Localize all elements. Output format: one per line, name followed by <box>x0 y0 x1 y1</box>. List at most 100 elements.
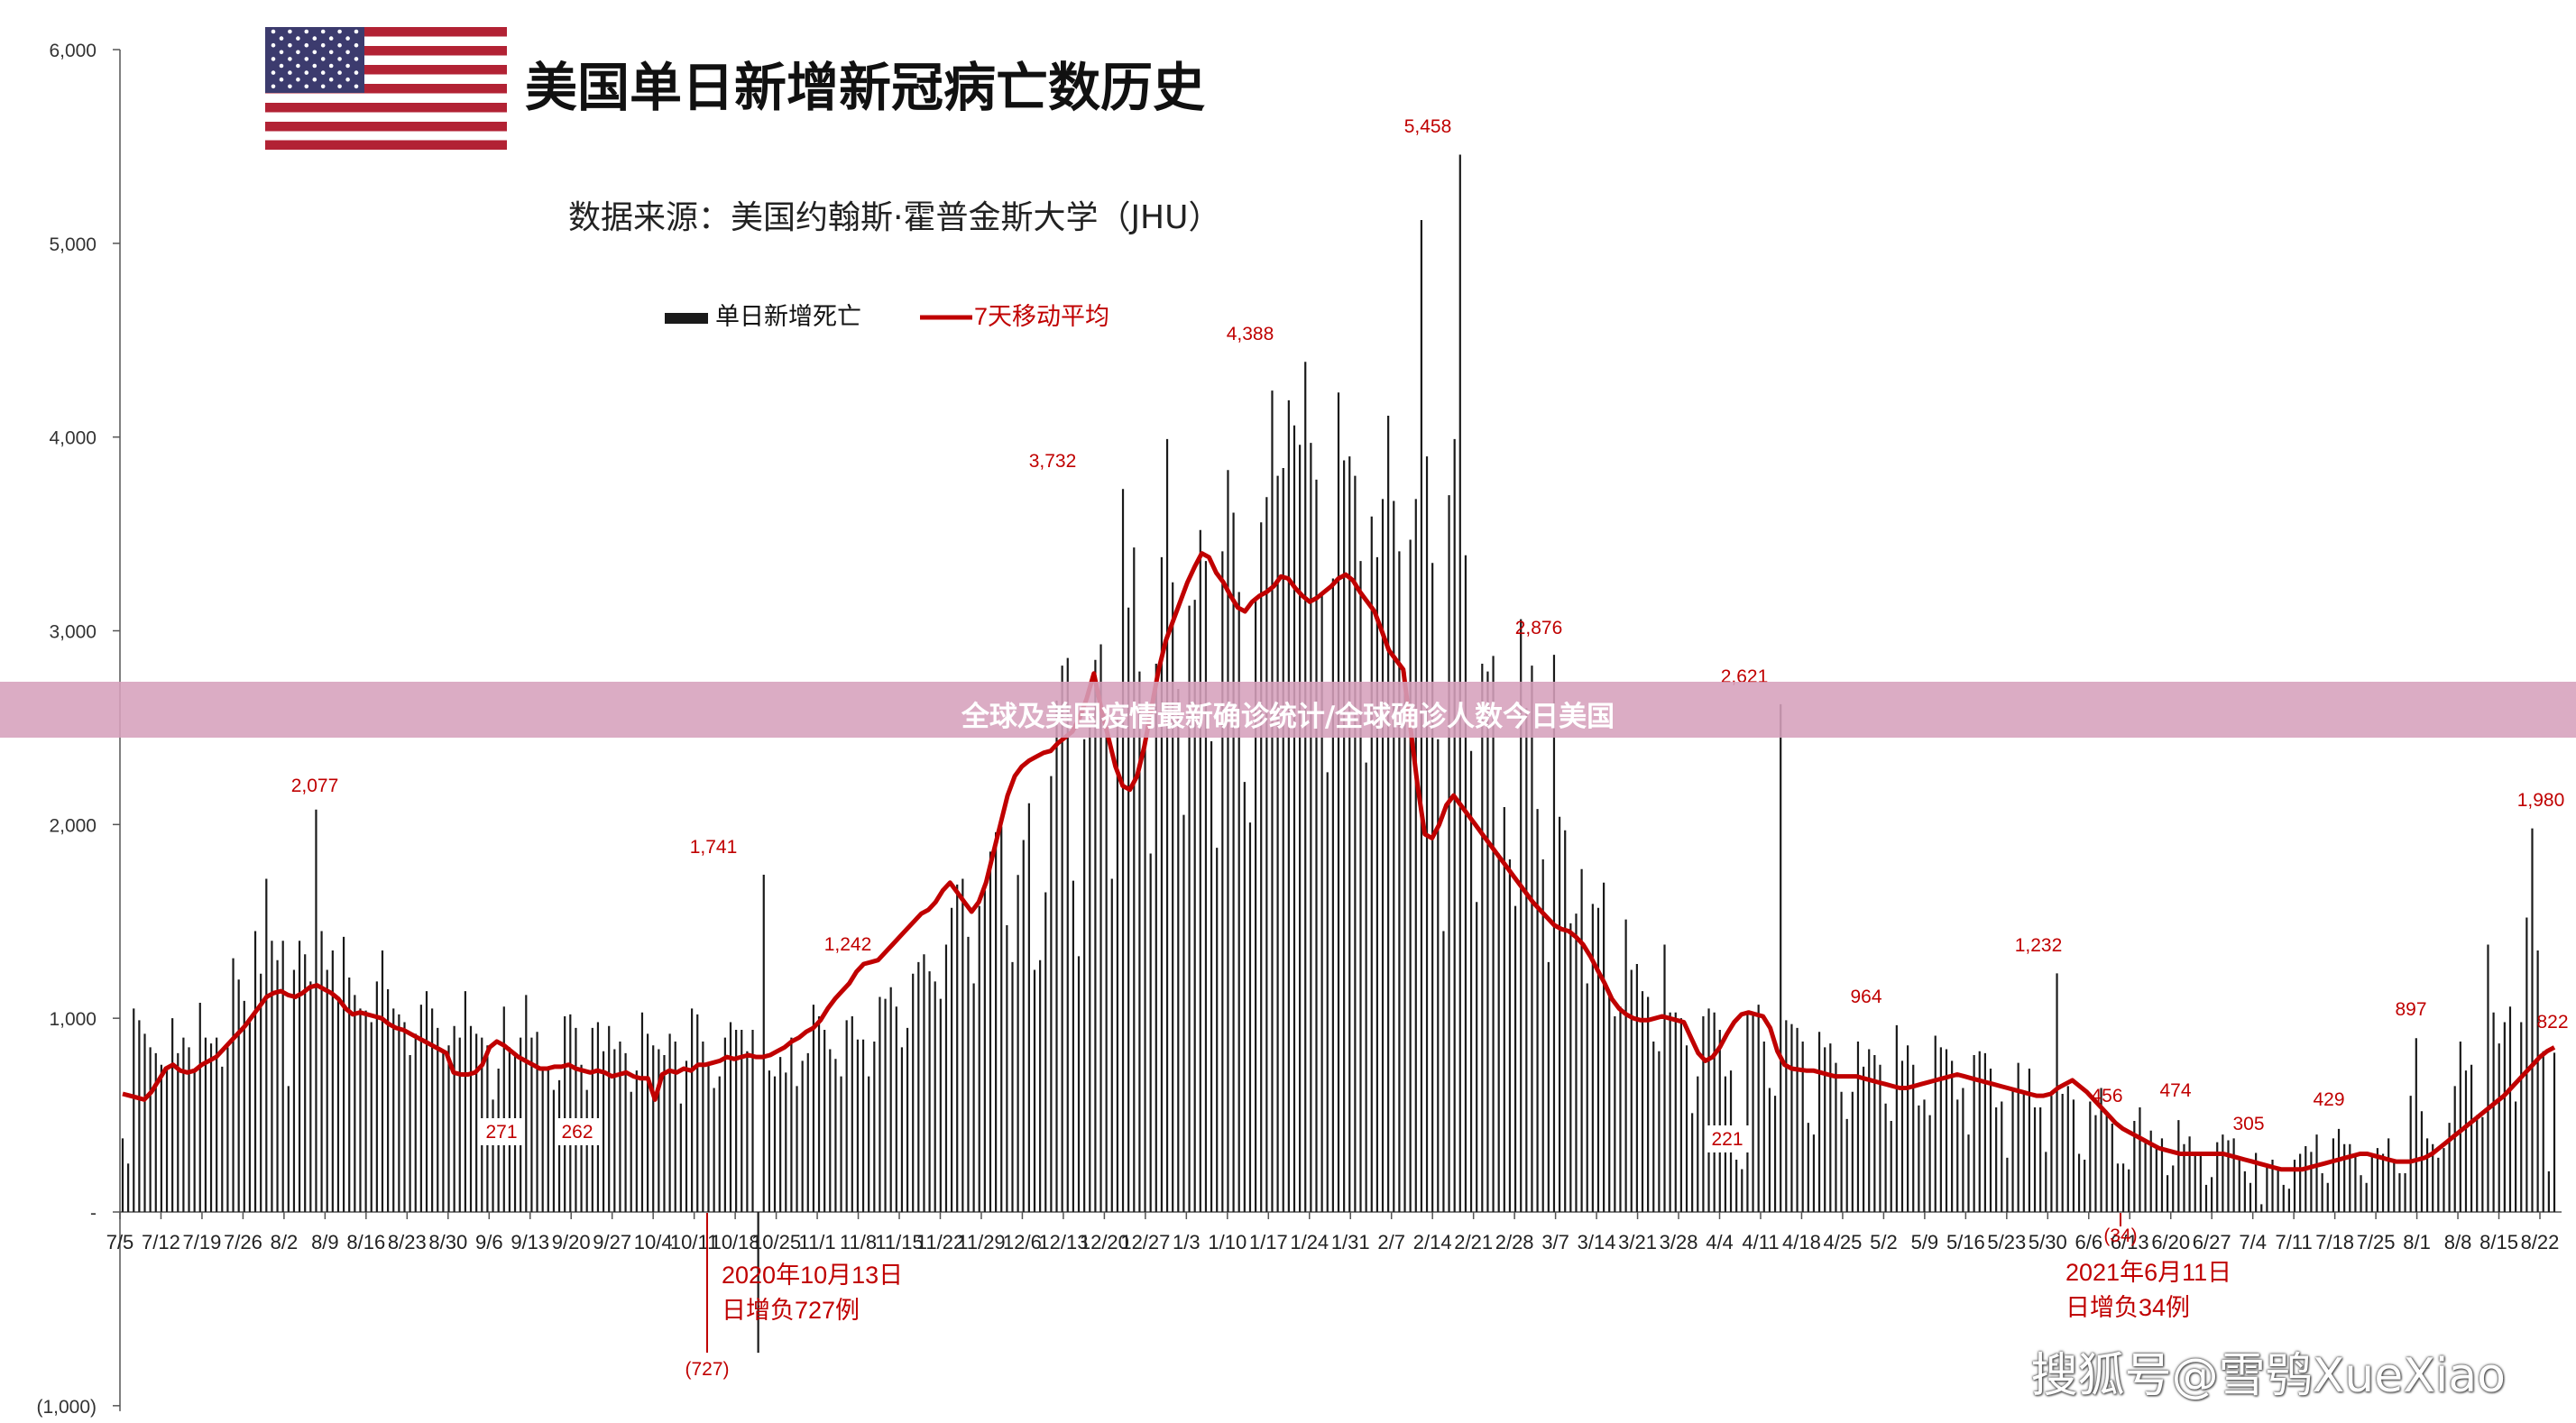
y-tick-label: 3,000 <box>49 622 97 643</box>
annotation-note: 日增负727例 <box>722 1297 860 1324</box>
peak-value-label: 221 <box>1711 1129 1743 1150</box>
x-tick-label: 5/2 <box>1870 1231 1898 1253</box>
x-tick-label: 1/10 <box>1208 1231 1247 1253</box>
peak-value-label: 1,232 <box>2015 935 2063 956</box>
x-tick-label: 8/1 <box>2403 1231 2431 1253</box>
y-tick-label: (1,000) <box>36 1397 97 1418</box>
y-tick-label: 4,000 <box>49 428 97 449</box>
x-tick-label: 5/30 <box>2029 1231 2067 1253</box>
x-tick-label: 10/11 <box>670 1231 718 1253</box>
y-tick-label: 6,000 <box>49 41 97 61</box>
x-tick-label: 8/2 <box>271 1231 299 1253</box>
peak-value-label: 3,732 <box>1029 451 1077 472</box>
x-tick-label: 9/20 <box>552 1231 591 1253</box>
x-tick-label: 7/12 <box>142 1231 180 1253</box>
x-tick-label: 7/19 <box>183 1231 222 1253</box>
peak-value-label: 305 <box>2232 1114 2264 1134</box>
x-tick-label: 8/9 <box>311 1231 339 1253</box>
peak-value-label: 822 <box>2536 1012 2568 1033</box>
y-tick-label: 1,000 <box>49 1009 97 1030</box>
x-tick-label: 6/6 <box>2075 1231 2102 1253</box>
peak-value-label: (34) <box>2103 1226 2137 1246</box>
x-tick-label: 12/13 <box>1038 1231 1088 1253</box>
x-tick-label: 5/23 <box>1987 1231 2026 1253</box>
x-tick-label: 11/29 <box>957 1231 1005 1253</box>
x-tick-label: 2/14 <box>1413 1231 1452 1253</box>
x-tick-label: 9/13 <box>511 1231 549 1253</box>
y-tick-label: 5,000 <box>49 234 97 255</box>
x-tick-label: 8/30 <box>428 1231 467 1253</box>
x-tick-label: 6/27 <box>2193 1231 2231 1253</box>
peak-value-label: 897 <box>2395 999 2426 1020</box>
x-tick-label: 2/7 <box>1377 1231 1405 1253</box>
headline-banner[interactable]: 全球及美国疫情最新确诊统计/全球确诊人数今日美国 <box>0 682 2576 738</box>
x-tick-label: 4/25 <box>1824 1231 1863 1253</box>
peak-value-label: 2,876 <box>1515 618 1563 638</box>
x-tick-label: 8/16 <box>346 1231 385 1253</box>
x-tick-label: 5/9 <box>1911 1231 1939 1253</box>
x-tick-label: 11/8 <box>840 1231 877 1253</box>
peak-value-label: 271 <box>485 1122 517 1143</box>
x-tick-label: 3/7 <box>1541 1231 1569 1253</box>
x-tick-label: 1/3 <box>1173 1231 1201 1253</box>
x-tick-label: 8/22 <box>2521 1231 2560 1253</box>
x-tick-label: 3/28 <box>1660 1231 1698 1253</box>
x-tick-label: 7/5 <box>106 1231 134 1253</box>
peak-value-label: 456 <box>2091 1086 2122 1106</box>
data-source: 数据来源：美国约翰斯·霍普金斯大学（JHU） <box>568 199 1221 236</box>
x-tick-label: 7/18 <box>2315 1231 2354 1253</box>
x-tick-label: 11/15 <box>875 1231 923 1253</box>
x-tick-label: 11/22 <box>916 1231 964 1253</box>
peak-value-label: 5,458 <box>1404 116 1452 137</box>
watermark: 搜狐号@雪鸮XueXiao <box>2030 1349 2506 1403</box>
x-tick-label: 8/8 <box>2444 1231 2472 1253</box>
legend-bar-swatch <box>665 313 708 324</box>
label-background <box>1705 1125 1750 1152</box>
annotation-date: 2020年10月13日 <box>722 1262 903 1289</box>
peak-value-label: 474 <box>2159 1080 2191 1101</box>
x-tick-label: 1/17 <box>1249 1231 1288 1253</box>
x-tick-label: 8/23 <box>388 1231 427 1253</box>
label-background <box>555 1118 600 1145</box>
label-background <box>479 1118 524 1145</box>
x-tick-label: 3/21 <box>1618 1231 1657 1253</box>
x-tick-label: 7/25 <box>2357 1231 2396 1253</box>
legend-daily-label: 单日新增死亡 <box>715 303 861 330</box>
peak-value-label: 1,242 <box>824 934 872 955</box>
peak-value-label: 1,741 <box>690 837 738 858</box>
x-tick-label: 9/6 <box>475 1231 503 1253</box>
peak-value-label: 1,980 <box>2517 790 2565 811</box>
peak-value-label: 429 <box>2313 1089 2344 1110</box>
legend-avg-label: 7天移动平均 <box>974 303 1109 330</box>
x-tick-label: 3/14 <box>1578 1231 1616 1253</box>
x-tick-label: 8/15 <box>2479 1231 2518 1253</box>
x-tick-label: 6/13 <box>2111 1231 2149 1253</box>
us-flag-icon <box>265 27 507 150</box>
y-tick-label: 2,000 <box>49 815 97 836</box>
y-tick-label: - <box>90 1203 97 1224</box>
peak-value-label: 964 <box>1850 987 1881 1007</box>
x-tick-label: 1/24 <box>1290 1231 1329 1253</box>
x-tick-label: 10/4 <box>634 1231 673 1253</box>
peak-value-label: (727) <box>685 1359 729 1380</box>
x-tick-label: 2/28 <box>1495 1231 1534 1253</box>
x-tick-label: 10/18 <box>711 1231 760 1253</box>
page-title: 美国单日新增新冠病亡数历史 <box>525 57 1206 118</box>
x-tick-label: 11/1 <box>798 1231 835 1253</box>
x-tick-label: 1/31 <box>1331 1231 1370 1253</box>
x-tick-label: 12/20 <box>1080 1231 1129 1253</box>
x-tick-label: 6/20 <box>2151 1231 2190 1253</box>
x-tick-label: 4/18 <box>1782 1231 1821 1253</box>
x-tick-label: 12/27 <box>1120 1231 1170 1253</box>
x-tick-label: 12/6 <box>1003 1231 1042 1253</box>
x-tick-label: 7/4 <box>2239 1231 2267 1253</box>
annotation-note: 日增负34例 <box>2065 1294 2190 1321</box>
x-tick-label: 2/21 <box>1454 1231 1493 1253</box>
banner-text: 全球及美国疫情最新确诊统计/全球确诊人数今日美国 <box>961 701 1615 733</box>
peak-value-label: 4,388 <box>1227 324 1274 344</box>
x-tick-label: 10/25 <box>751 1231 801 1253</box>
peak-value-label: 2,077 <box>291 776 339 796</box>
x-tick-label: 7/26 <box>224 1231 262 1253</box>
annotation-date: 2021年6月11日 <box>2065 1259 2231 1286</box>
